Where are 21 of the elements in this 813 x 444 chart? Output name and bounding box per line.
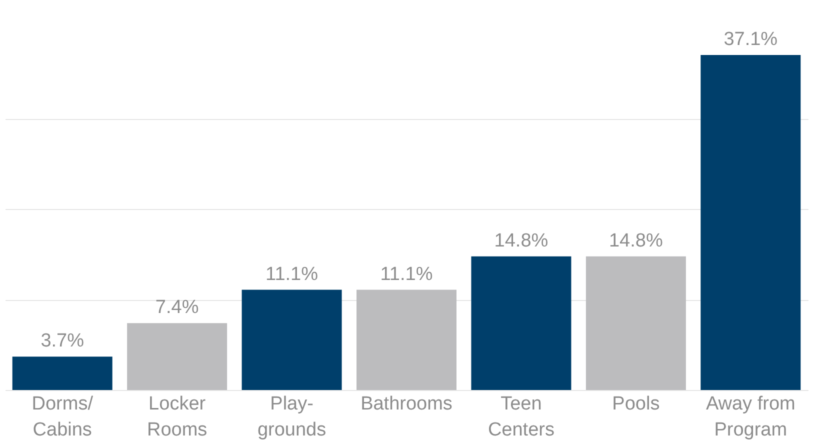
bar	[700, 55, 801, 390]
bar	[242, 290, 342, 390]
data-label: 14.8%	[494, 230, 548, 252]
data-label: 11.1%	[266, 264, 318, 285]
data-label: 3.7%	[40, 330, 84, 352]
data-label: 7.4%	[155, 297, 199, 318]
data-label: 11.1%	[380, 264, 433, 285]
bar	[12, 356, 112, 390]
x-tick-label: Play- grounds	[257, 394, 326, 440]
bar	[471, 256, 572, 390]
x-tick-label: Teen Centers	[488, 394, 554, 440]
bar	[356, 290, 456, 390]
x-tick-label: Away from Program	[706, 394, 796, 440]
x-tick-label: Pools	[612, 394, 660, 414]
x-tick-label: Locker Rooms	[146, 394, 208, 440]
data-label: 14.8%	[608, 230, 663, 252]
x-tick-label: Dorms/ Cabins	[32, 394, 94, 440]
x-tick-label: Bathrooms	[360, 394, 452, 414]
data-label: 37.1%	[724, 29, 778, 50]
bar	[586, 256, 686, 390]
bar	[127, 323, 228, 390]
